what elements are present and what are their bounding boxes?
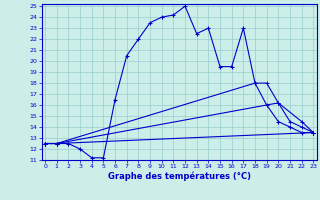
X-axis label: Graphe des températures (°C): Graphe des températures (°C) (108, 172, 251, 181)
